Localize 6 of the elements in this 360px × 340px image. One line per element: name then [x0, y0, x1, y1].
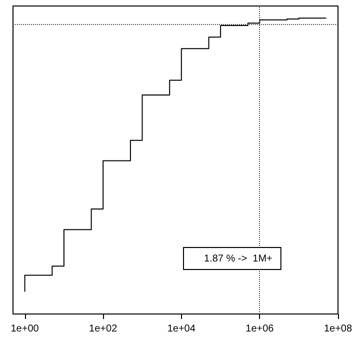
- x-tick-label: 1e+08: [324, 324, 352, 334]
- x-tick-label: 1e+02: [89, 324, 118, 334]
- x-tick-label: 1e+04: [167, 324, 196, 334]
- x-tick-label: 1e+06: [246, 324, 274, 334]
- x-tick-label: 1e+00: [10, 324, 40, 334]
- annotation: 1.87 % -> 1M+: [204, 254, 273, 264]
